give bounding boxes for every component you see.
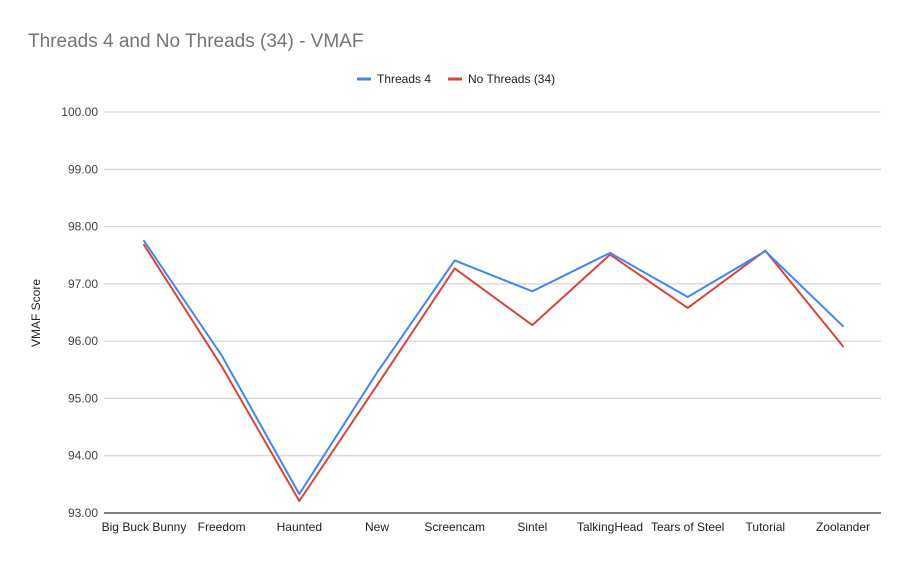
grid-lines: [104, 111, 881, 514]
chart-title: Threads 4 and No Threads (34) - VMAF: [28, 31, 363, 52]
legend: Threads 4 No Threads (34): [357, 72, 555, 86]
series-lines: [143, 239, 844, 502]
x-tick-label: Big Buck Bunny: [102, 520, 187, 534]
x-axis-ticks: Big Buck Bunny Freedom Haunted New Screencam…: [102, 520, 870, 534]
x-tick-label: TalkingHead: [577, 520, 643, 534]
legend-label-2: No Threads (34): [468, 72, 555, 86]
y-tick-label: 94.00: [68, 449, 98, 463]
x-tick-label: Tears of Steel: [651, 520, 724, 534]
x-tick-label: Freedom: [198, 520, 246, 534]
x-tick-label: New: [365, 520, 389, 534]
x-tick-label: Haunted: [277, 520, 322, 534]
y-tick-label: 95.00: [68, 391, 98, 405]
y-tick-label: 96.00: [68, 334, 98, 348]
y-tick-label: 100.00: [61, 105, 98, 119]
y-tick-label: 97.00: [68, 277, 98, 291]
series-line-1: [143, 239, 844, 496]
y-tick-label: 93.00: [68, 506, 98, 520]
y-axis-ticks: 93.00 94.00 95.00 96.00 97.00 98.00 99.00 100.0…: [61, 105, 98, 520]
y-axis-label: VMAF Score: [29, 279, 43, 347]
y-tick-label: 98.00: [68, 220, 98, 234]
x-tick-label: Screencam: [424, 520, 485, 534]
x-tick-label: Tutorial: [746, 520, 786, 534]
legend-label-1: Threads 4: [377, 72, 431, 86]
series-line-2: [143, 243, 844, 502]
x-tick-label: Sintel: [517, 520, 547, 534]
x-tick-label: Zoolander: [816, 520, 870, 534]
y-tick-label: 99.00: [68, 162, 98, 176]
